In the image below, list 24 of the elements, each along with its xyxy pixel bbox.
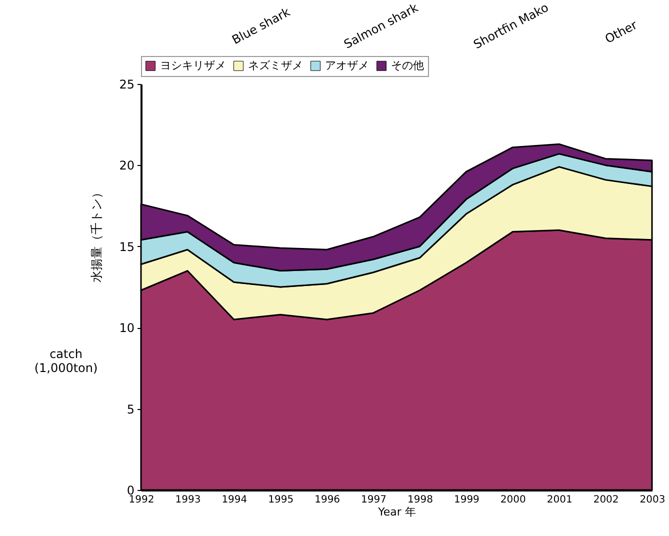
x-tick-label: 1992 — [128, 494, 154, 506]
legend-label: ネズミザメ — [248, 58, 303, 72]
x-tick-label: 1999 — [454, 494, 480, 506]
x-tick-label: 2002 — [593, 494, 619, 506]
x-tick-label: 1996 — [314, 494, 340, 506]
x-tick-label: 2000 — [500, 494, 526, 506]
x-axis-title: Year 年 — [377, 506, 416, 518]
y-tick-label: 15 — [119, 240, 134, 254]
x-tick-label: 2003 — [640, 494, 666, 506]
x-tick-label: 1997 — [361, 494, 386, 506]
x-tick-label: 2001 — [546, 494, 572, 506]
x-tick-label: 1993 — [175, 494, 201, 506]
y-tick-label: 10 — [119, 321, 134, 336]
y-tick-label: 5 — [126, 402, 134, 416]
x-tick-label: 1994 — [222, 494, 248, 506]
legend-label: アオザメ — [325, 58, 369, 72]
y-axis-title: 水揚量（千トン） — [90, 186, 104, 282]
legend-label: ヨシキリザメ — [160, 58, 226, 72]
y-tick-label: 25 — [119, 78, 134, 92]
legend-label: その他 — [391, 58, 424, 72]
x-tick-label: 1998 — [408, 494, 433, 506]
y-tick-label: 20 — [119, 158, 134, 173]
x-tick-label: 1995 — [268, 494, 294, 506]
text: catch (1,000ton) — [34, 347, 98, 375]
